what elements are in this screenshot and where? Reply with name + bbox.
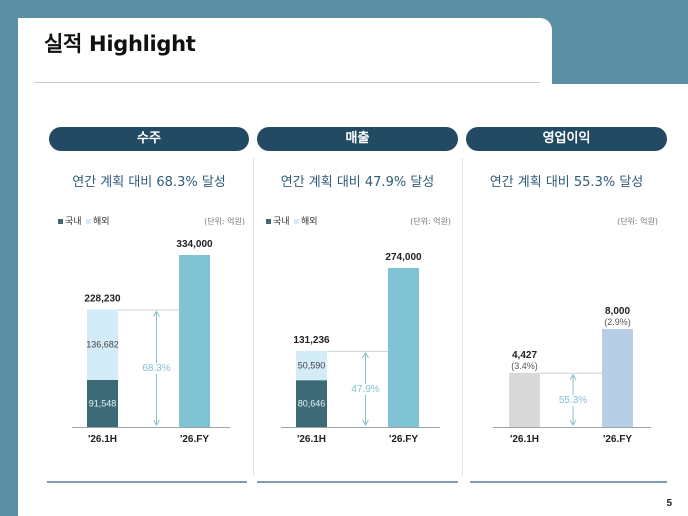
legend-label-domestic: 국내 [273, 216, 290, 227]
legend-label-overseas: 해외 [301, 215, 318, 227]
bar-plan-fy [602, 329, 633, 427]
legend-swatch-domestic [266, 219, 271, 224]
column-divider [462, 158, 463, 476]
bottom-rule [47, 481, 247, 483]
legend-swatch-overseas [294, 219, 299, 224]
bottom-rule [470, 481, 667, 483]
section-pill-op-profit: 영업이익 [466, 127, 667, 151]
title-divider [34, 82, 540, 83]
total-label-1h: 131,236 [293, 335, 330, 346]
left-band [0, 0, 18, 516]
bar-label-domestic: 80,646 [298, 399, 326, 409]
bar-actual-1h [509, 372, 540, 427]
section-pill-sales: 매출 [257, 127, 458, 151]
category-label-fy: '26.FY [389, 434, 418, 445]
arrow-head-down [362, 419, 369, 426]
bottom-rule [257, 481, 458, 483]
bar-label-domestic: 91,548 [89, 398, 117, 408]
subtitle-orders: 연간 계획 대비 68.3% 달성 [72, 175, 226, 190]
arrow-head-down [569, 419, 577, 426]
column-divider [253, 158, 254, 476]
bar-label-overseas: 136,682 [86, 340, 119, 350]
arrow-head-up [153, 310, 160, 317]
bar-label-overseas: 50,590 [298, 361, 326, 371]
category-label-1h: '26.1H [88, 434, 117, 445]
achievement-label: 47.9% [351, 384, 379, 395]
page-title: 실적 Highlight [44, 32, 196, 56]
title-card [18, 18, 552, 84]
section-pill-orders: 수주 [49, 127, 249, 151]
total-label-fy: 274,000 [385, 252, 422, 263]
total-label-fy: 8,000 [605, 306, 630, 317]
total-label-fy: 334,000 [176, 239, 213, 250]
arrow-head-up [362, 351, 369, 359]
margin-label-fy: (2.9%) [604, 317, 631, 327]
arrow-head-down [153, 419, 160, 426]
unit-label: (단위: 억원) [410, 216, 451, 226]
unit-label: (단위: 억원) [204, 216, 245, 226]
bar-overseas-1h [87, 309, 118, 380]
bar-domestic-1h [296, 380, 327, 427]
category-label-1h: '26.1H [510, 434, 539, 445]
page-number: 5 [666, 498, 672, 509]
legend-swatch-overseas [86, 219, 91, 224]
arrow-head-up [569, 373, 577, 381]
bar-domestic-1h [87, 379, 118, 427]
achievement-label: 68.3% [142, 363, 170, 374]
unit-label: (단위: 억원) [617, 216, 658, 226]
legend-label-domestic: 국내 [65, 216, 82, 227]
bar-plan-fy [388, 268, 419, 427]
legend-swatch-domestic [58, 219, 63, 224]
subtitle-op-profit: 연간 계획 대비 55.3% 달성 [489, 175, 644, 190]
bar-overseas-1h [296, 350, 327, 381]
achievement-label-backing [350, 383, 381, 395]
category-label-fy: '26.FY [180, 434, 209, 445]
bar-plan-fy [179, 255, 210, 427]
subtitle-sales: 연간 계획 대비 47.9% 달성 [280, 175, 435, 190]
achievement-label: 55.3% [559, 395, 587, 406]
total-label-1h: 4,427 [512, 350, 537, 361]
achievement-label-backing [141, 363, 172, 375]
category-label-fy: '26.FY [603, 434, 632, 445]
total-label-1h: 228,230 [84, 293, 121, 304]
legend-label-overseas: 해외 [93, 215, 110, 227]
achievement-label-backing [557, 394, 589, 406]
margin-label-1h: (3.4%) [511, 361, 538, 371]
category-label-1h: '26.1H [297, 434, 326, 445]
